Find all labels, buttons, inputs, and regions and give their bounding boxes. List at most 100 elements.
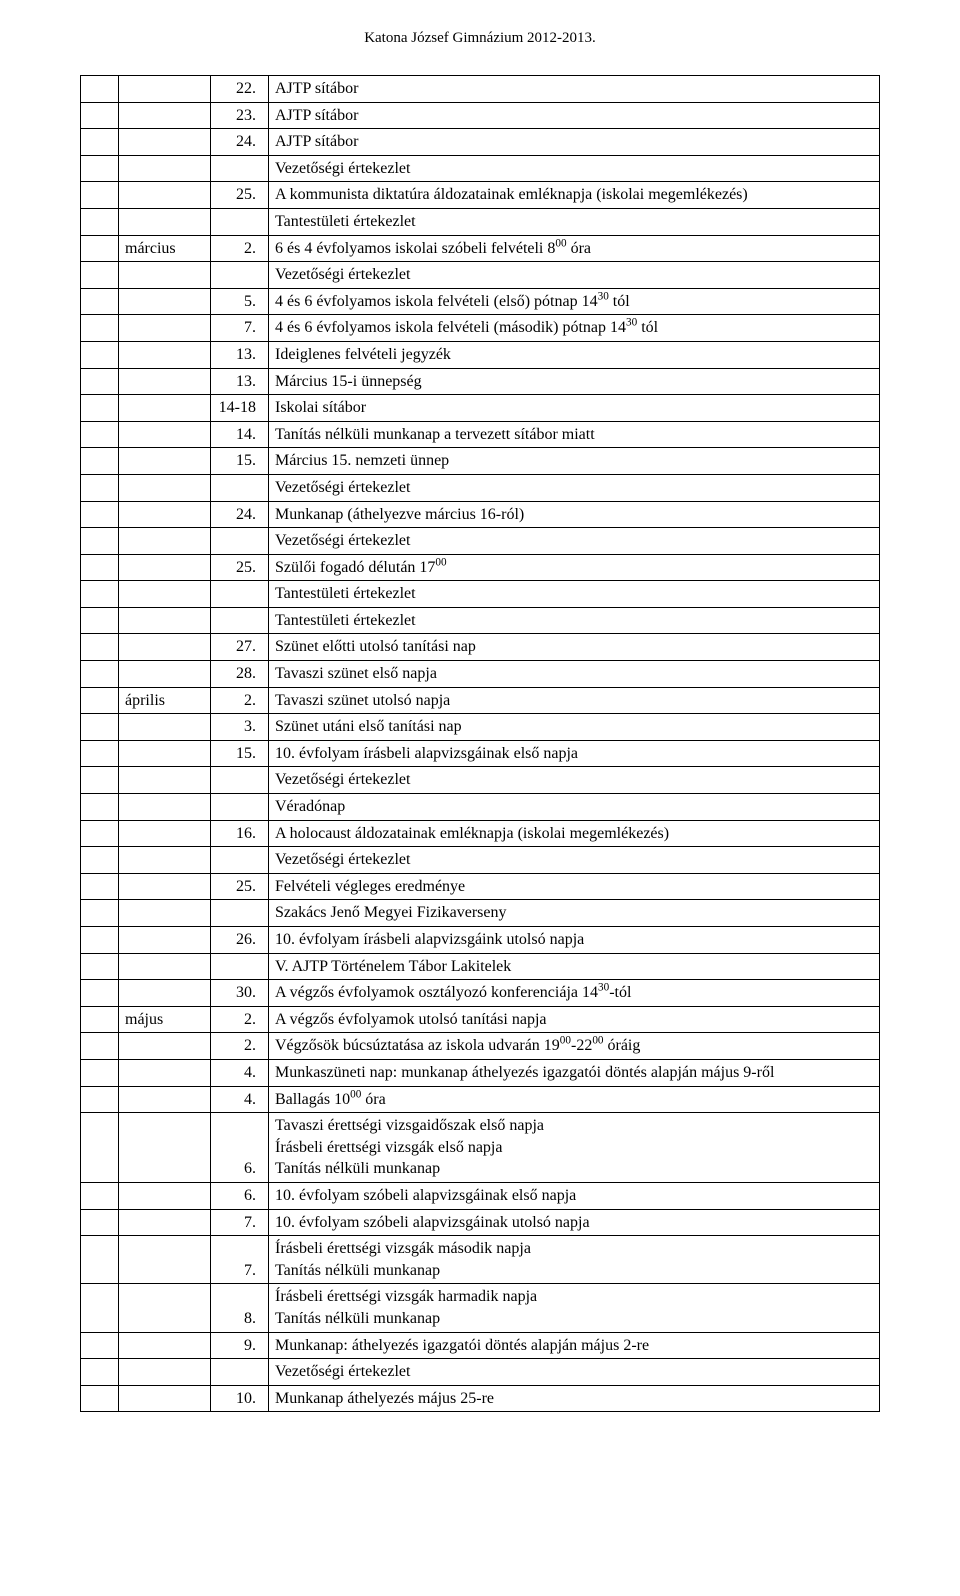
col-month	[119, 501, 211, 528]
page-header: Katona József Gimnázium 2012-2013.	[80, 30, 880, 47]
col-blank	[81, 315, 119, 342]
col-day	[211, 794, 269, 821]
table-row: 7.4 és 6 évfolyamos iskola felvételi (má…	[81, 315, 880, 342]
col-day: 7.	[211, 1209, 269, 1236]
col-month	[119, 1236, 211, 1284]
col-event: Vezetőségi értekezlet	[269, 1359, 880, 1386]
col-blank	[81, 395, 119, 422]
col-event: 10. évfolyam szóbeli alapvizsgáinak első…	[269, 1182, 880, 1209]
table-row: Vezetőségi értekezlet	[81, 155, 880, 182]
col-event: Felvételi végleges eredménye	[269, 873, 880, 900]
col-month: március	[119, 235, 211, 262]
col-month	[119, 581, 211, 608]
table-row: 15.Március 15. nemzeti ünnep	[81, 448, 880, 475]
table-row: 15.10. évfolyam írásbeli alapvizsgáinak …	[81, 740, 880, 767]
col-blank	[81, 1385, 119, 1412]
table-row: 13.Március 15-i ünnepség	[81, 368, 880, 395]
col-day	[211, 847, 269, 874]
col-month	[119, 607, 211, 634]
col-month	[119, 208, 211, 235]
col-blank	[81, 687, 119, 714]
col-day: 25.	[211, 182, 269, 209]
col-day: 7.	[211, 315, 269, 342]
col-blank	[81, 1182, 119, 1209]
col-month	[119, 1209, 211, 1236]
table-row: március2.6 és 4 évfolyamos iskolai szóbe…	[81, 235, 880, 262]
col-month	[119, 661, 211, 688]
col-month	[119, 820, 211, 847]
col-event: Ballagás 1000 óra	[269, 1086, 880, 1113]
col-month: május	[119, 1006, 211, 1033]
col-day	[211, 1359, 269, 1386]
col-event: V. AJTP Történelem Tábor Lakitelek	[269, 953, 880, 980]
table-row: 22.AJTP sítábor	[81, 76, 880, 103]
table-row: Tantestületi értekezlet	[81, 581, 880, 608]
col-day: 26.	[211, 927, 269, 954]
col-event: Vezetőségi értekezlet	[269, 847, 880, 874]
col-blank	[81, 873, 119, 900]
col-day: 4.	[211, 1086, 269, 1113]
col-day: 7.	[211, 1236, 269, 1284]
col-month	[119, 1385, 211, 1412]
col-day: 4.	[211, 1059, 269, 1086]
col-day: 14-18	[211, 395, 269, 422]
table-row: 5.4 és 6 évfolyamos iskola felvételi (el…	[81, 288, 880, 315]
col-blank	[81, 607, 119, 634]
col-blank	[81, 1086, 119, 1113]
col-month	[119, 1059, 211, 1086]
col-event: 10. évfolyam szóbeli alapvizsgáinak utol…	[269, 1209, 880, 1236]
col-month	[119, 421, 211, 448]
col-blank	[81, 1332, 119, 1359]
table-row: Véradónap	[81, 794, 880, 821]
col-blank	[81, 1359, 119, 1386]
col-event: A kommunista diktatúra áldozatainak emlé…	[269, 182, 880, 209]
col-blank	[81, 448, 119, 475]
table-row: 7.10. évfolyam szóbeli alapvizsgáinak ut…	[81, 1209, 880, 1236]
col-month	[119, 714, 211, 741]
col-blank	[81, 661, 119, 688]
table-row: V. AJTP Történelem Tábor Lakitelek	[81, 953, 880, 980]
col-day: 14.	[211, 421, 269, 448]
table-row: Vezetőségi értekezlet	[81, 262, 880, 289]
col-day	[211, 155, 269, 182]
col-blank	[81, 102, 119, 129]
table-row: Szakács Jenő Megyei Fizikaverseny	[81, 900, 880, 927]
col-month	[119, 740, 211, 767]
col-event: Írásbeli érettségi vizsgák második napja…	[269, 1236, 880, 1284]
table-row: 6.Tavaszi érettségi vizsgaidőszak első n…	[81, 1113, 880, 1183]
col-blank	[81, 634, 119, 661]
col-event: Március 15. nemzeti ünnep	[269, 448, 880, 475]
col-month	[119, 1086, 211, 1113]
col-month	[119, 953, 211, 980]
table-row: május2.A végzős évfolyamok utolsó tanítá…	[81, 1006, 880, 1033]
table-row: 8.Írásbeli érettségi vizsgák harmadik na…	[81, 1284, 880, 1332]
col-event: Vezetőségi értekezlet	[269, 474, 880, 501]
col-blank	[81, 927, 119, 954]
col-month	[119, 288, 211, 315]
col-day: 2.	[211, 687, 269, 714]
table-row: Vezetőségi értekezlet	[81, 528, 880, 555]
col-blank	[81, 528, 119, 555]
col-blank	[81, 1033, 119, 1060]
col-blank	[81, 208, 119, 235]
col-event: Szülői fogadó délután 1700	[269, 554, 880, 581]
col-day: 2.	[211, 1033, 269, 1060]
col-month	[119, 448, 211, 475]
table-row: 10.Munkanap áthelyezés május 25-re	[81, 1385, 880, 1412]
col-event: Március 15-i ünnepség	[269, 368, 880, 395]
col-blank	[81, 847, 119, 874]
col-month	[119, 634, 211, 661]
col-day: 13.	[211, 341, 269, 368]
col-blank	[81, 767, 119, 794]
col-event: AJTP sítábor	[269, 76, 880, 103]
table-row: 14-18Iskolai sítábor	[81, 395, 880, 422]
col-month	[119, 1182, 211, 1209]
col-day: 2.	[211, 1006, 269, 1033]
table-row: 25.Szülői fogadó délután 1700	[81, 554, 880, 581]
col-blank	[81, 262, 119, 289]
table-row: 13.Ideiglenes felvételi jegyzék	[81, 341, 880, 368]
col-day: 28.	[211, 661, 269, 688]
col-event: Munkaszüneti nap: munkanap áthelyezés ig…	[269, 1059, 880, 1086]
col-month	[119, 1284, 211, 1332]
col-blank	[81, 794, 119, 821]
